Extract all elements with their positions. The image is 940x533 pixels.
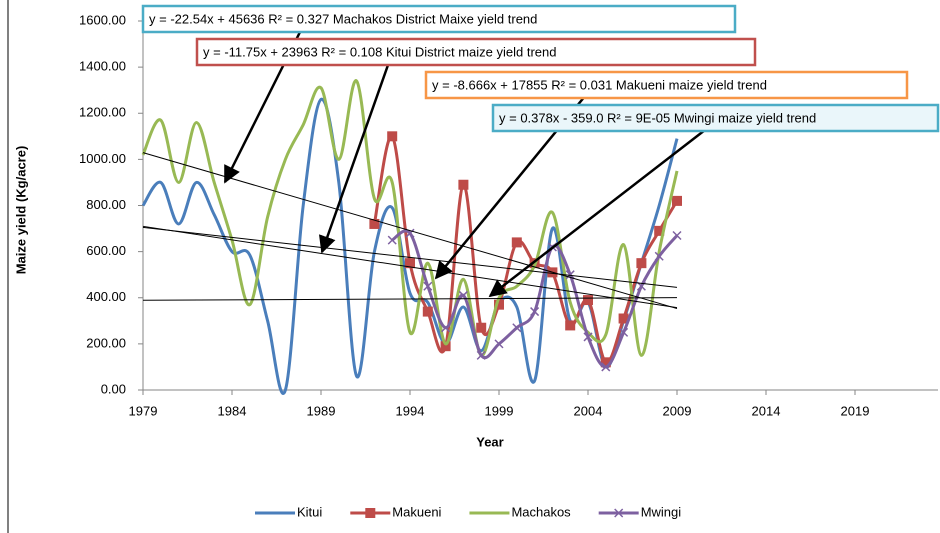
series-line [141,79,679,357]
series-line [141,97,679,395]
y-tick-label: 1200.00 [79,105,126,120]
marker [565,320,576,331]
marker [654,251,664,261]
y-tick-label: 800.00 [86,197,126,212]
marker [458,290,468,300]
series-line [372,134,679,364]
callout-box [141,4,737,34]
marker [583,295,593,306]
y-tick-label: 1400.00 [79,59,126,74]
callout-text: y = 0.378x - 359.0 R² = 9E-05 Mwingi mai… [499,110,816,125]
trendline [142,297,678,301]
y-tick-label: 1600.00 [79,12,126,27]
x-tick-label: 1999 [485,403,514,418]
marker [654,225,665,236]
marker [583,332,593,342]
trendline [142,225,678,309]
marker [601,362,611,372]
y-tick-label: 600.00 [86,243,126,258]
marker [441,323,451,333]
legend-label: Mwingi [641,504,682,519]
callout-arrow [488,129,706,298]
callout-text: y = -22.54x + 45636 R² = 0.327 Machakos … [149,11,537,26]
marker [458,179,469,190]
marker [369,218,380,229]
y-tick-label: 0.00 [101,381,126,396]
y-tick-label: 400.00 [86,289,126,304]
marker [423,281,433,291]
x-tick-label: 2004 [574,403,603,418]
legend-marker [614,508,624,518]
x-tick-label: 1994 [396,403,425,418]
legend-marker [365,508,376,518]
marker [476,322,487,333]
callout-text: y = -11.75x + 23963 R² = 0.108 Kitui Dis… [203,44,556,59]
marker [405,228,415,238]
legend-label: Machakos [511,504,571,519]
marker [387,235,397,245]
marker [672,230,682,241]
marker [530,307,540,317]
x-tick-label: 1989 [307,403,336,418]
trendline [142,226,678,288]
x-tick-label: 1979 [129,403,158,418]
marker [422,306,433,317]
marker [494,339,504,349]
x-tick-label: 2009 [663,403,692,418]
marker [494,299,504,310]
x-tick-label: 2019 [841,403,870,418]
y-tick-label: 200.00 [86,335,126,350]
x-tick-label: 1984 [218,403,247,418]
x-tick-label: 2014 [752,403,781,418]
marker [512,323,522,333]
legend-label: Makueni [392,504,441,519]
marker [619,327,629,337]
y-axis-title: Maize yield (Kg/acre) [13,146,28,275]
marker [511,237,522,248]
x-axis-title: Year [476,434,503,449]
callout-text: y = -8.666x + 17855 R² = 0.031 Makueni m… [432,77,767,92]
marker [387,131,398,142]
marker [618,313,629,324]
y-tick-label: 1000.00 [79,151,126,166]
trendline [142,152,678,310]
marker [476,350,486,360]
callout-box [195,37,757,67]
marker [405,258,415,269]
marker [672,195,682,206]
marker [636,258,647,269]
callout-arrow [318,64,390,254]
marker [565,270,575,280]
callout-box [491,103,940,133]
marker [440,341,451,352]
marker [600,357,611,368]
callout-box [424,70,909,100]
legend-label: Kitui [297,504,322,519]
